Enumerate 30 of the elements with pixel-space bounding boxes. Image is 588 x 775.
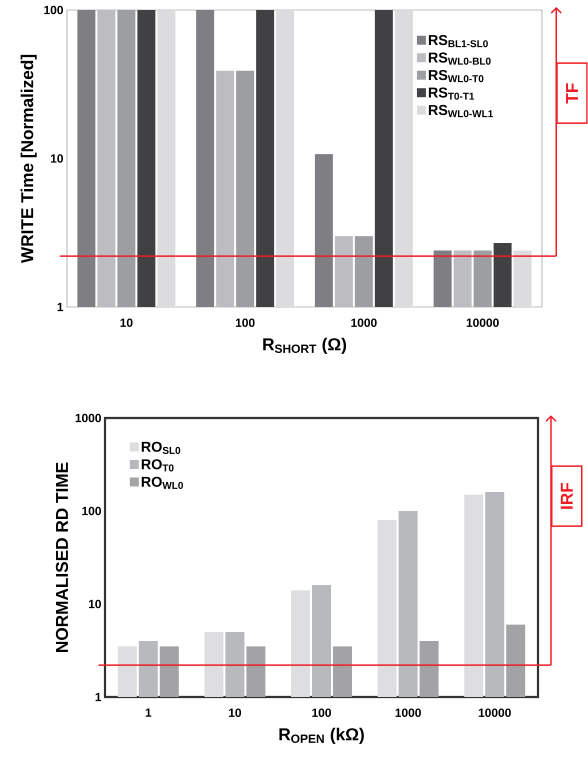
legend-label: RS$_{WL0-T0}$ [429, 70, 484, 82]
x-tick-label: 1000 [396, 708, 422, 717]
x-tick-label: 100 [236, 318, 255, 327]
y-tick-label: 10 [51, 154, 64, 163]
x-tick-label: 10 [229, 708, 242, 717]
x-tick-label: 100 [312, 708, 332, 717]
y-tick-label: 10 [89, 600, 102, 608]
legend-label: RS$_{WL0-BL0}$ [429, 52, 491, 65]
legend-label: RO$_{WL0}$ [142, 476, 184, 489]
x-tick-label: 1000 [351, 318, 377, 327]
legend-label: RS$_{BL1-SL0}$ [429, 34, 488, 48]
y-tick-label: 100 [82, 506, 102, 516]
ref-line-label: IRF [560, 482, 573, 509]
y-axis-title: NORMALISED RD TIME [56, 462, 68, 652]
y-axis-title: WRITE Time [Normalized] [20, 54, 37, 264]
y-tick-label: 1000 [76, 414, 102, 422]
x-axis-title: R$_{OPEN}$ (kΩ) [280, 728, 364, 744]
ref-line-label: TF [566, 83, 578, 104]
x-tick-label: 10000 [478, 708, 511, 717]
y-tick-label: 1 [96, 692, 102, 702]
x-tick-label: 10000 [466, 318, 499, 327]
legend-label: RO$_{T0}$ [142, 459, 174, 472]
y-tick-label: 100 [44, 6, 64, 14]
legend-label: RO$_{SL0}$ [142, 442, 180, 454]
x-tick-label: 10 [120, 318, 133, 327]
legend-label: RS$_{T0-T1}$ [429, 87, 474, 100]
x-axis-title: R$_{SHORT}$ (Ω) [263, 338, 346, 354]
x-tick-label: 1 [146, 708, 152, 717]
y-tick-label: 1 [58, 302, 64, 312]
legend-label: RS$_{WL0-WL1}$ [429, 104, 494, 118]
